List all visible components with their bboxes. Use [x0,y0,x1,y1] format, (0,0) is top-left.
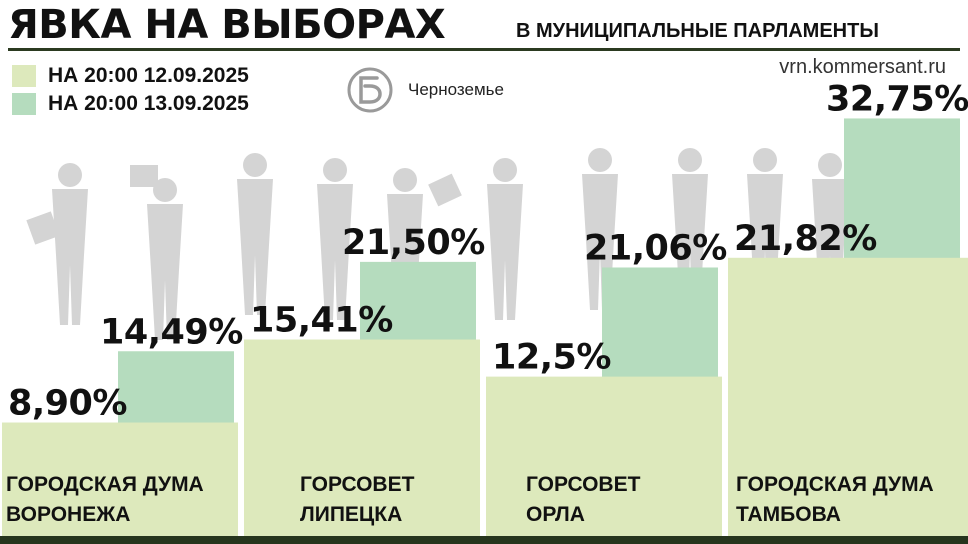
legend-label-series-2: НА 20:00 13.09.2025 [48,92,249,115]
bar-series-1-2 [486,376,722,536]
bottom-bar [0,536,968,544]
silhouette-head-5 [493,158,517,182]
category-label-2-line-1: ОРЛА [526,503,585,526]
category-label-0-line-1: ВОРОНЕЖА [6,503,130,526]
legend-label-series-1: НА 20:00 12.09.2025 [48,64,249,87]
category-label-3-line-0: ГОРОДСКАЯ ДУМА [736,473,934,496]
category-label-2-line-0: ГОРСОВЕТ [526,473,641,496]
value-label-series-1-2: 12,5% [492,338,611,378]
header-divider [8,48,960,51]
silhouette-briefcase-1 [130,165,158,187]
silhouette-briefcase-0 [26,211,60,245]
silhouette-body-1 [147,204,183,340]
silhouette-head-1 [153,178,177,202]
silhouette-briefcase-2 [428,173,462,207]
silhouette-head-3 [323,158,347,182]
value-label-series-1-3: 21,82% [734,219,877,259]
silhouette-head-8 [753,148,777,172]
bar-series-1-1 [244,339,480,536]
silhouette-head-7 [678,148,702,172]
silhouette-body-0 [52,189,88,325]
chart-subtitle: В МУНИЦИПАЛЬНЫЕ ПАРЛАМЕНТЫ [516,20,879,42]
value-label-series-2-2: 21,06% [584,228,727,268]
value-label-series-1-1: 15,41% [250,301,393,341]
value-label-series-2-3: 32,75% [826,79,968,119]
legend-swatch-series-2 [12,93,36,115]
category-label-1-line-0: ГОРСОВЕТ [300,473,415,496]
legend-item-series-2: НА 20:00 13.09.2025 [12,92,249,116]
value-label-series-2-0: 14,49% [100,312,243,352]
silhouette-head-2 [243,153,267,177]
kommersant-logo-icon [346,66,394,114]
source-url: vrn.kommersant.ru [779,56,946,78]
category-label-0-line-0: ГОРОДСКАЯ ДУМА [6,473,204,496]
silhouette-head-0 [58,163,82,187]
value-label-series-2-1: 21,50% [342,223,485,263]
silhouette-body-3 [317,184,353,320]
value-label-series-1-0: 8,90% [8,384,127,424]
silhouette-head-9 [818,153,842,177]
silhouette-head-6 [588,148,612,172]
chart-title: ЯВКА НА ВЫБОРАХ [8,2,446,48]
category-label-3-line-1: ТАМБОВА [736,503,841,526]
bar-series-1-3 [728,257,968,536]
legend-swatch-series-1 [12,65,36,87]
legend-item-series-1: НА 20:00 12.09.2025 [12,64,249,88]
bar-series-1-0 [2,422,238,536]
logo-caption: Черноземье [408,80,504,99]
category-label-1-line-1: ЛИПЕЦКА [300,503,402,526]
silhouette-head-4 [393,168,417,192]
silhouette-body-5 [487,184,523,320]
silhouette-body-2 [237,179,273,315]
